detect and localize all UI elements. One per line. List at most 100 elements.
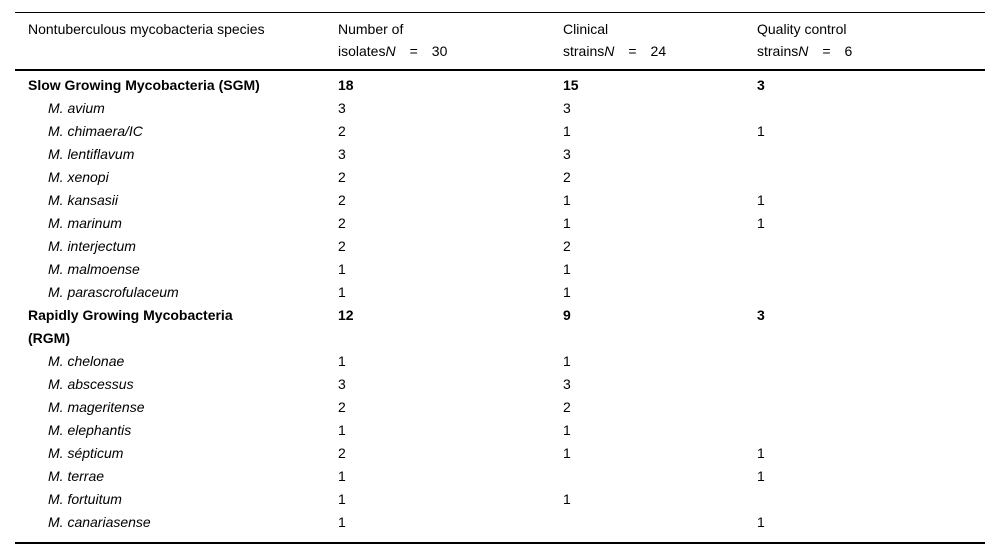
clinical-count-cell: 1 [563, 353, 571, 369]
qc-count-cell [757, 419, 985, 442]
n-value: 6 [844, 43, 853, 59]
species-name-cell: M. abscessus [15, 373, 338, 396]
qc-count-cell [757, 350, 985, 373]
species-name-cell: M. avium [15, 97, 338, 120]
clinical-count-cell: 1 [563, 192, 571, 208]
clinical-count-cell: 1 [563, 215, 571, 231]
clinical-count-cell: 15 [563, 77, 579, 93]
qc-count-cell [757, 258, 985, 281]
species-name-cell: M. malmoense [15, 258, 338, 281]
isolates-count-cell: 3 [338, 146, 346, 162]
qc-count-cell: 1 [757, 445, 765, 461]
species-name-cell: M. marinum [15, 212, 338, 235]
qc-count-cell: 3 [757, 307, 765, 323]
clinical-count-cell: 1 [563, 123, 571, 139]
isolates-count-cell: 2 [338, 238, 346, 254]
isolates-count-cell: 2 [338, 169, 346, 185]
isolates-count-cell: 1 [338, 514, 346, 530]
species-row: M. malmoense 1 1 [15, 258, 985, 281]
species-name-cell: M. lentiflavum [15, 143, 338, 166]
species-name-line: M. malmoense [48, 261, 140, 277]
clinical-count-cell [563, 511, 757, 543]
species-name-cell: M. elephantis [15, 419, 338, 442]
clinical-count-cell: 2 [563, 238, 571, 254]
species-name-cell: M. canariasense [15, 511, 338, 543]
clinical-count-cell [563, 465, 757, 488]
species-row: M. interjectum 2 2 [15, 235, 985, 258]
species-row: M. avium 3 3 [15, 97, 985, 120]
column-header-clinical: Clinical strainsN = 24 [563, 12, 757, 71]
species-name-line: M. terrae [48, 468, 105, 484]
qc-count-cell [757, 488, 985, 511]
isolates-count-cell: 12 [338, 307, 354, 323]
isolates-count-cell: 1 [338, 284, 346, 300]
n-symbol: N [798, 43, 809, 59]
species-name-cell: M. chelonae [15, 350, 338, 373]
header-line1: Quality control [757, 21, 847, 37]
isolates-count-cell: 1 [338, 261, 346, 277]
isolates-count-cell: 1 [338, 468, 346, 484]
qc-count-cell: 1 [757, 192, 765, 208]
qc-count-cell [757, 143, 985, 166]
isolates-count-cell: 2 [338, 192, 346, 208]
table-header: Nontuberculous mycobacteria species Numb… [15, 12, 985, 71]
species-row: M. abscessus 3 3 [15, 373, 985, 396]
column-header-species: Nontuberculous mycobacteria species [15, 12, 338, 71]
species-row: M. marinum 2 1 1 [15, 212, 985, 235]
clinical-count-cell: 3 [563, 100, 571, 116]
species-name-line: M. interjectum [48, 238, 136, 254]
species-name-cell: Rapidly Growing Mycobacteria (RGM) [15, 304, 338, 350]
species-name-line: Slow Growing Mycobacteria (SGM) [28, 77, 260, 93]
species-name-line: M. elephantis [48, 422, 132, 438]
isolates-count-cell: 2 [338, 445, 346, 461]
table-body: Slow Growing Mycobacteria (SGM) 18 15 3 M. a… [15, 70, 985, 543]
species-name-line: M. canariasense [48, 514, 151, 530]
equals-sign: = [822, 43, 831, 59]
clinical-count-cell: 1 [563, 422, 571, 438]
header-line2: isolatesN = 30 [338, 40, 563, 62]
clinical-count-cell: 9 [563, 307, 571, 323]
isolates-count-cell: 1 [338, 491, 346, 507]
species-name-line: M. abscessus [48, 376, 134, 392]
group-row: Slow Growing Mycobacteria (SGM) 18 15 3 [15, 70, 985, 97]
species-name-line: M. mageritense [48, 399, 145, 415]
isolates-count-cell: 1 [338, 353, 346, 369]
species-name-line: M. avium [48, 100, 105, 116]
header-row: Nontuberculous mycobacteria species Numb… [15, 12, 985, 71]
species-name-line: M. fortuitum [48, 491, 122, 507]
clinical-count-cell: 2 [563, 399, 571, 415]
header-line1: Clinical [563, 21, 609, 37]
column-header-isolates: Number of isolatesN = 30 [338, 12, 563, 71]
species-name-cell: M. fortuitum [15, 488, 338, 511]
species-name-line: M. kansasii [48, 192, 119, 208]
species-name-line: M. sépticum [48, 445, 124, 461]
equals-sign: = [628, 43, 637, 59]
qc-count-cell: 1 [757, 514, 765, 530]
species-row: M. terrae 1 1 [15, 465, 985, 488]
species-name-cell: M. mageritense [15, 396, 338, 419]
species-name-cell: Slow Growing Mycobacteria (SGM) [15, 70, 338, 97]
species-name-line: M. chelonae [48, 353, 125, 369]
species-row: M. parascrofulaceum 1 1 [15, 281, 985, 304]
column-header-quality-control: Quality control strainsN = 6 [757, 12, 985, 71]
clinical-count-cell: 1 [563, 284, 571, 300]
qc-count-cell [757, 166, 985, 189]
clinical-count-cell: 1 [563, 261, 571, 277]
clinical-count-cell: 2 [563, 169, 571, 185]
isolates-count-cell: 3 [338, 376, 346, 392]
species-name-cell: M. terrae [15, 465, 338, 488]
species-row: M. mageritense 2 2 [15, 396, 985, 419]
group-row: Rapidly Growing Mycobacteria (RGM) 12 9 3 [15, 304, 985, 350]
species-row: M. chimaera/IC 2 1 1 [15, 120, 985, 143]
isolates-count-cell: 2 [338, 399, 346, 415]
species-name-line: M. chimaera/IC [48, 123, 143, 139]
species-row: M. lentiflavum 3 3 [15, 143, 985, 166]
species-name-cell: M. xenopi [15, 166, 338, 189]
isolates-count-cell: 1 [338, 422, 346, 438]
species-name-cell: M. kansasii [15, 189, 338, 212]
species-row: M. kansasii 2 1 1 [15, 189, 985, 212]
species-name-cell: M. sépticum [15, 442, 338, 465]
clinical-count-cell: 1 [563, 491, 571, 507]
species-row: M. canariasense 1 1 [15, 511, 985, 543]
